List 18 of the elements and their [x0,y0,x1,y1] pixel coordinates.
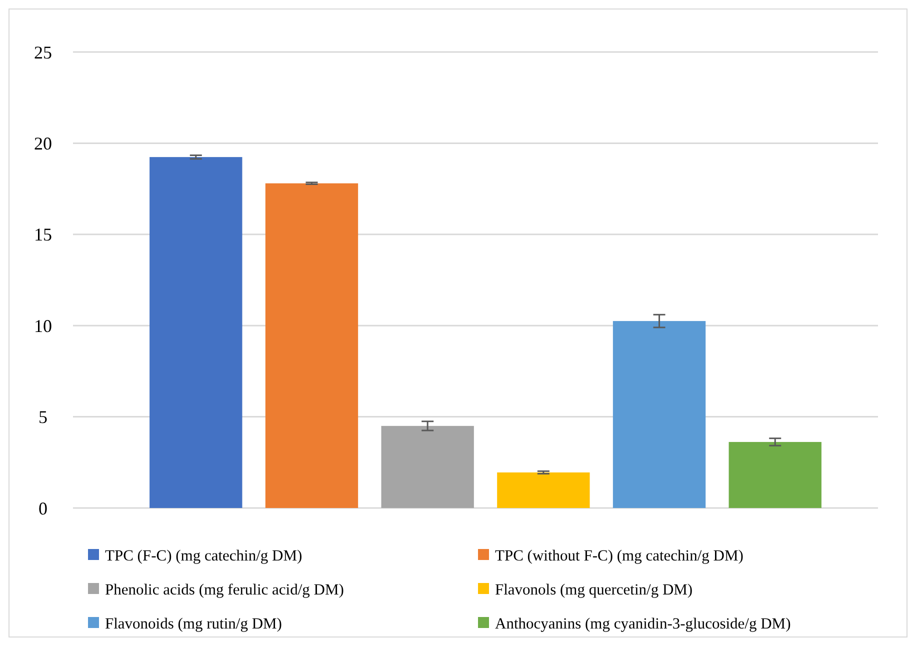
y-tick-label: 0 [38,498,48,518]
bar [612,321,706,508]
bar [497,472,590,508]
legend-label: Flavonoids (mg rutin/g DM) [105,615,282,632]
bar [265,183,358,508]
y-tick-label: 5 [38,407,48,428]
y-tick-label: 25 [34,42,52,62]
y-tick-label: 20 [34,134,52,154]
y-tick-label: 10 [34,316,52,336]
bar [150,157,242,508]
legend-label: TPC (F-C) (mg catechin/g DM) [105,547,302,564]
legend-label: Flavonols (mg quercetin/g DM) [495,581,693,598]
bar [728,442,822,508]
legend-label: Anthocyanins (mg cyanidin-3-glucoside/g DM) [495,615,791,632]
y-tick-label: 15 [34,224,52,245]
legend-label: TPC (without F-C) (mg catechin/g DM) [495,547,744,564]
legend-label: Phenolic acids (mg ferulic acid/g DM) [105,581,344,598]
bar [381,426,474,508]
